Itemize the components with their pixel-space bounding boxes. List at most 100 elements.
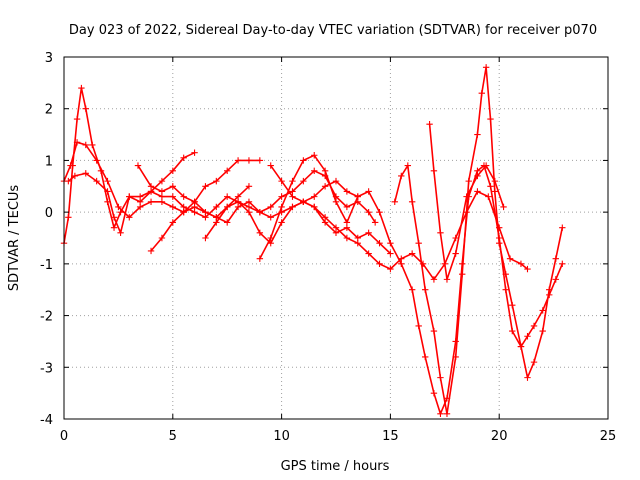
x-tick-label: 15 [382,429,399,444]
data-point [539,307,546,314]
x-tick-label: 0 [60,429,68,444]
data-point [430,389,438,397]
data-point [245,157,253,164]
series-line [204,190,528,281]
data-point [408,286,416,293]
data-point [311,193,318,200]
data-point [398,260,405,268]
data-point [415,322,422,330]
data-point [408,198,416,205]
data-point [213,203,220,211]
series-line [259,154,564,415]
data-point [452,234,459,242]
data-point [300,198,307,205]
data-point [147,247,155,255]
data-point [354,239,361,247]
x-tick-label: 25 [600,429,617,444]
series-track-1 [60,84,198,247]
series-line [428,124,505,281]
data-point [474,172,481,180]
data-point [452,353,459,361]
data-series [60,64,566,418]
data-point [430,276,438,283]
y-tick-label: 2 [45,103,53,118]
data-point [311,167,318,174]
data-point [126,214,133,221]
data-point [117,229,124,237]
data-point [517,343,525,350]
data-point [65,177,72,185]
data-point [213,219,220,226]
data-point [169,167,176,174]
data-point [104,177,111,185]
data-point [404,162,412,169]
series-line [67,172,391,255]
data-point [465,177,472,185]
data-point [93,177,100,185]
data-point [169,183,176,190]
data-point [559,224,566,231]
grid [64,57,608,419]
data-point [256,229,264,237]
data-point [126,193,133,200]
data-point [491,188,499,195]
data-point [496,239,503,247]
data-point [321,214,329,221]
data-point [110,214,118,221]
plot-frame [63,56,609,420]
data-point [354,193,361,200]
data-point [278,193,285,200]
x-tick-label: 20 [491,429,508,444]
data-point [78,84,85,92]
data-point [365,250,372,257]
data-point [482,64,490,71]
data-point [387,250,394,257]
data-point [169,193,176,200]
data-point [343,188,351,195]
data-point [73,139,81,146]
data-point [474,131,481,138]
series-track-7 [256,152,566,418]
x-tick-label: 10 [273,429,290,444]
data-point [437,410,444,418]
data-point [169,219,176,226]
data-point [180,208,187,216]
data-point [332,198,340,205]
series-line [137,165,376,224]
data-point [487,183,494,190]
data-point [245,208,253,216]
data-point [71,172,79,180]
y-tick-label: 0 [45,206,53,221]
data-point [202,183,209,190]
data-point [73,115,81,123]
data-point [136,198,144,205]
data-point [530,358,538,366]
data-point [289,193,296,200]
y-tick-label: -4 [40,413,53,428]
data-point [398,172,405,180]
data-point [202,208,209,216]
data-point [104,188,111,195]
data-point [180,193,187,200]
data-point [267,203,274,211]
data-point [256,157,264,164]
data-point [485,193,492,200]
data-point [509,327,516,335]
data-point [517,260,525,268]
data-point [422,286,429,293]
series-track-3 [65,170,394,257]
data-point [224,193,231,200]
data-point [300,157,307,164]
data-point [452,338,459,345]
data-point [256,255,264,262]
data-point [524,333,531,340]
data-point [376,260,383,268]
data-point [191,203,198,211]
data-point [267,214,274,221]
series-line [150,185,250,252]
data-point [430,167,438,174]
data-point [443,276,451,283]
series-track-9 [391,64,566,418]
data-point [376,208,383,216]
